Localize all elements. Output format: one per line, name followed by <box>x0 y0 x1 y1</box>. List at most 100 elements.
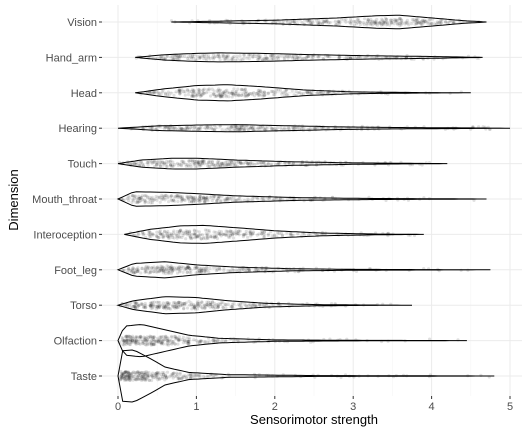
data-point <box>125 341 129 345</box>
data-point <box>322 20 326 24</box>
data-point <box>272 197 276 202</box>
data-point <box>316 126 320 130</box>
data-point <box>178 54 182 58</box>
data-point <box>209 235 213 239</box>
data-point <box>122 370 127 374</box>
y-tick-label: Foot_leg <box>54 265 97 277</box>
data-point <box>193 265 197 269</box>
data-point <box>400 18 404 22</box>
data-point <box>129 270 133 274</box>
data-point <box>134 341 138 345</box>
data-point <box>238 229 242 233</box>
data-point <box>269 54 273 58</box>
data-point <box>248 302 252 307</box>
data-point <box>199 340 203 344</box>
data-point <box>287 126 291 131</box>
data-point <box>149 303 154 307</box>
data-point <box>171 303 175 308</box>
data-point <box>274 57 278 62</box>
data-point <box>180 127 185 131</box>
data-point <box>170 235 175 240</box>
data-point <box>199 237 203 241</box>
data-point <box>206 125 210 129</box>
data-point <box>135 370 139 374</box>
data-point <box>352 23 356 27</box>
data-point <box>166 196 170 200</box>
data-point <box>203 199 208 204</box>
data-point <box>188 266 192 270</box>
data-point <box>368 22 372 26</box>
data-point <box>242 88 246 93</box>
data-point <box>251 304 255 308</box>
data-point <box>132 304 136 308</box>
data-point <box>156 305 160 309</box>
data-point <box>410 18 414 22</box>
y-tick-label: Hearing <box>58 123 97 135</box>
data-point <box>140 376 144 380</box>
data-point <box>214 234 219 238</box>
data-point <box>190 125 194 129</box>
data-point <box>177 300 181 304</box>
data-point <box>166 271 171 276</box>
data-point <box>361 21 365 25</box>
data-point <box>204 231 208 235</box>
data-point <box>176 54 180 58</box>
data-point <box>435 22 439 26</box>
data-point <box>192 228 196 232</box>
data-point <box>398 17 403 21</box>
data-point <box>159 160 163 164</box>
data-point <box>242 53 246 57</box>
data-point <box>199 163 203 167</box>
data-point <box>229 160 233 164</box>
data-point <box>164 305 168 309</box>
data-point <box>152 90 156 94</box>
data-point <box>299 57 303 61</box>
data-point <box>131 199 135 203</box>
data-point <box>184 237 188 241</box>
data-point <box>148 195 152 199</box>
data-point <box>177 376 181 380</box>
data-point <box>151 266 155 270</box>
data-point <box>182 160 186 164</box>
data-point <box>227 160 231 164</box>
data-point <box>196 235 200 239</box>
data-point <box>197 90 201 94</box>
data-point <box>243 125 247 129</box>
data-point <box>143 372 147 376</box>
data-point <box>154 339 158 343</box>
data-point <box>278 88 282 92</box>
data-point <box>398 24 402 28</box>
data-point <box>219 95 223 99</box>
data-point <box>193 198 197 202</box>
data-point <box>170 270 174 274</box>
data-point <box>291 161 296 166</box>
data-point <box>242 233 246 237</box>
data-point <box>337 55 341 60</box>
data-point <box>141 198 145 202</box>
data-point <box>226 235 231 239</box>
data-point <box>380 22 384 26</box>
data-point <box>180 265 184 269</box>
data-point <box>271 89 275 93</box>
data-point <box>163 378 167 382</box>
data-point <box>211 163 215 167</box>
data-point <box>193 236 197 240</box>
data-point <box>120 374 124 378</box>
data-point <box>259 89 263 93</box>
data-point <box>315 232 319 236</box>
data-point <box>192 306 197 310</box>
data-point <box>248 230 253 235</box>
data-point <box>133 306 137 310</box>
data-point <box>246 127 250 131</box>
data-point <box>409 22 414 26</box>
data-point <box>212 194 216 198</box>
data-point <box>416 17 420 21</box>
data-point <box>190 88 194 92</box>
data-point <box>173 342 177 346</box>
data-point <box>194 92 198 96</box>
data-point <box>179 228 183 232</box>
data-point <box>366 18 370 22</box>
data-point <box>247 128 251 132</box>
data-point <box>209 302 213 306</box>
data-point <box>250 197 254 201</box>
